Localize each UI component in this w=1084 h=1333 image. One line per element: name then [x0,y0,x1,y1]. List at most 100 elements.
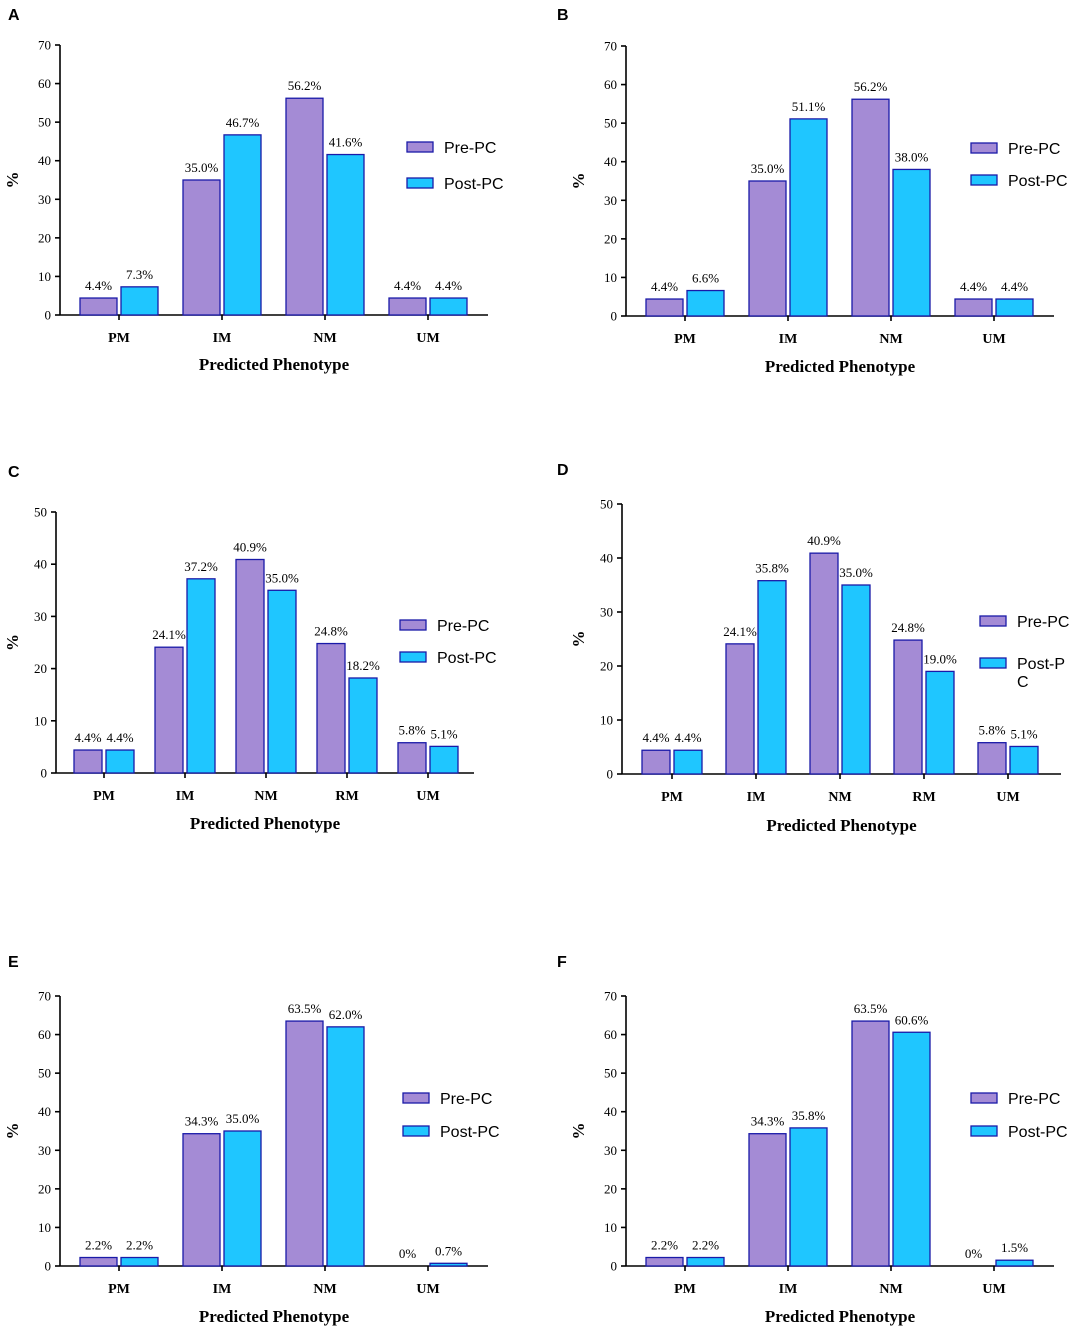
bar-post-im [186,578,216,774]
bar-pre-pm [641,749,671,775]
data-label: 2.2% [692,1238,719,1253]
data-label: 4.4% [435,278,462,293]
y-tick-label: 40 [604,1104,617,1119]
x-tick-label: IM [213,1282,232,1297]
data-label: 35.0% [226,1111,260,1126]
x-tick-label: PM [674,1282,696,1297]
bar-pre-nm [851,98,890,317]
legend-label-pre: Pre-PC [1008,1091,1060,1108]
data-label: 19.0% [923,651,957,666]
y-tick-label: 50 [38,1066,51,1081]
legend-swatch-pre [399,619,427,631]
data-label: 18.2% [346,658,380,673]
y-tick-label: 50 [38,115,51,130]
y-tick-label: 40 [600,551,613,566]
x-tick-label: PM [93,789,115,804]
x-axis-label: Predicted Phenotype [199,355,350,374]
data-label: 35.0% [185,160,219,175]
data-label: 0% [965,1246,983,1261]
data-label: 35.0% [839,565,873,580]
data-label: 63.5% [288,1001,322,1016]
y-tick-label: 30 [38,192,51,207]
bar-pre-nm [235,558,265,774]
chart-panel-b: B 0 10 20 30 40 50 60 70% PM 4.4% 6.6% IM 35.0% 51.1% N… [557,7,1068,376]
panel-letter: F [557,954,567,971]
bar-post-im [757,580,787,775]
bar-pre-um [388,297,427,316]
bar-post-um [429,745,459,774]
y-tick-label: 10 [38,269,51,284]
bar-pre-nm [809,552,839,775]
x-tick-label: PM [108,331,130,346]
x-tick-label: UM [416,1282,439,1297]
data-label: 1.5% [1001,1240,1028,1255]
data-label: 34.3% [185,1114,219,1129]
x-tick-label: UM [416,331,439,346]
data-label: 24.1% [723,624,757,639]
legend-swatch-post [402,1125,430,1137]
bar-pre-im [182,179,221,316]
data-label: 4.4% [394,278,421,293]
bar-post-im [789,1127,828,1267]
data-label: 2.2% [126,1238,153,1253]
legend-swatch-pre [970,1092,998,1104]
data-label: 0% [399,1246,417,1261]
legend-label-pre: Pre-PC [437,618,489,635]
bar-post-rm [925,670,955,775]
data-label: 7.3% [126,267,153,282]
x-axis-label: Predicted Phenotype [765,1307,916,1326]
bar-post-um [429,1262,468,1267]
data-label: 24.1% [152,627,186,642]
legend-swatch-pre [970,142,998,154]
data-label: 5.1% [430,726,457,741]
x-tick-label: NM [879,1282,902,1297]
legend-swatch-post [970,1125,998,1137]
bar-post-pm [105,749,135,774]
legend-label-pre: Pre-PC [440,1091,492,1108]
data-label: 4.4% [74,730,101,745]
bar-post-um [995,298,1034,317]
y-tick-label: 20 [38,230,51,245]
y-tick-label: 70 [38,989,51,1004]
y-tick-label: 10 [604,1220,617,1235]
panel-letter: E [8,954,19,971]
legend: Pre-PC Post-PC [979,614,1069,691]
x-tick-label: RM [912,790,935,805]
x-tick-label: IM [779,1282,798,1297]
bar-post-pm [673,749,703,775]
y-tick-label: 0 [607,767,614,782]
bar-pre-rm [893,639,923,775]
x-tick-label: NM [254,789,277,804]
y-tick-label: 30 [34,609,47,624]
legend: Pre-PC Post-PC [402,1091,500,1141]
data-label: 37.2% [184,559,218,574]
y-tick-label: 40 [38,1104,51,1119]
x-tick-label: UM [996,790,1019,805]
bar-pre-pm [73,749,103,774]
data-label: 35.8% [792,1108,826,1123]
y-tick-label: 40 [604,154,617,169]
y-tick-label: 30 [604,193,617,208]
bar-pre-um [954,298,993,317]
y-axis-label: % [569,173,588,190]
panel-letter: B [557,7,569,24]
data-label: 40.9% [807,533,841,548]
data-label: 4.4% [651,279,678,294]
legend-swatch-pre [402,1092,430,1104]
bar-pre-im [748,1133,787,1267]
data-label: 2.2% [85,1238,112,1253]
x-axis-label: Predicted Phenotype [199,1307,350,1326]
data-label: 51.1% [792,99,826,114]
data-label: 5.8% [398,723,425,738]
data-label: 24.8% [314,624,348,639]
y-tick-label: 70 [604,39,617,54]
legend-label-post: Post-PC [437,650,497,667]
x-tick-label: PM [674,332,696,347]
legend-label-post: Post-PC [444,176,504,193]
data-label: 34.3% [751,1114,785,1129]
y-tick-label: 70 [38,38,51,53]
legend: Pre-PC Post-PC [406,140,504,193]
y-tick-label: 40 [38,153,51,168]
legend: Pre-PC Post-PC [970,1091,1068,1141]
